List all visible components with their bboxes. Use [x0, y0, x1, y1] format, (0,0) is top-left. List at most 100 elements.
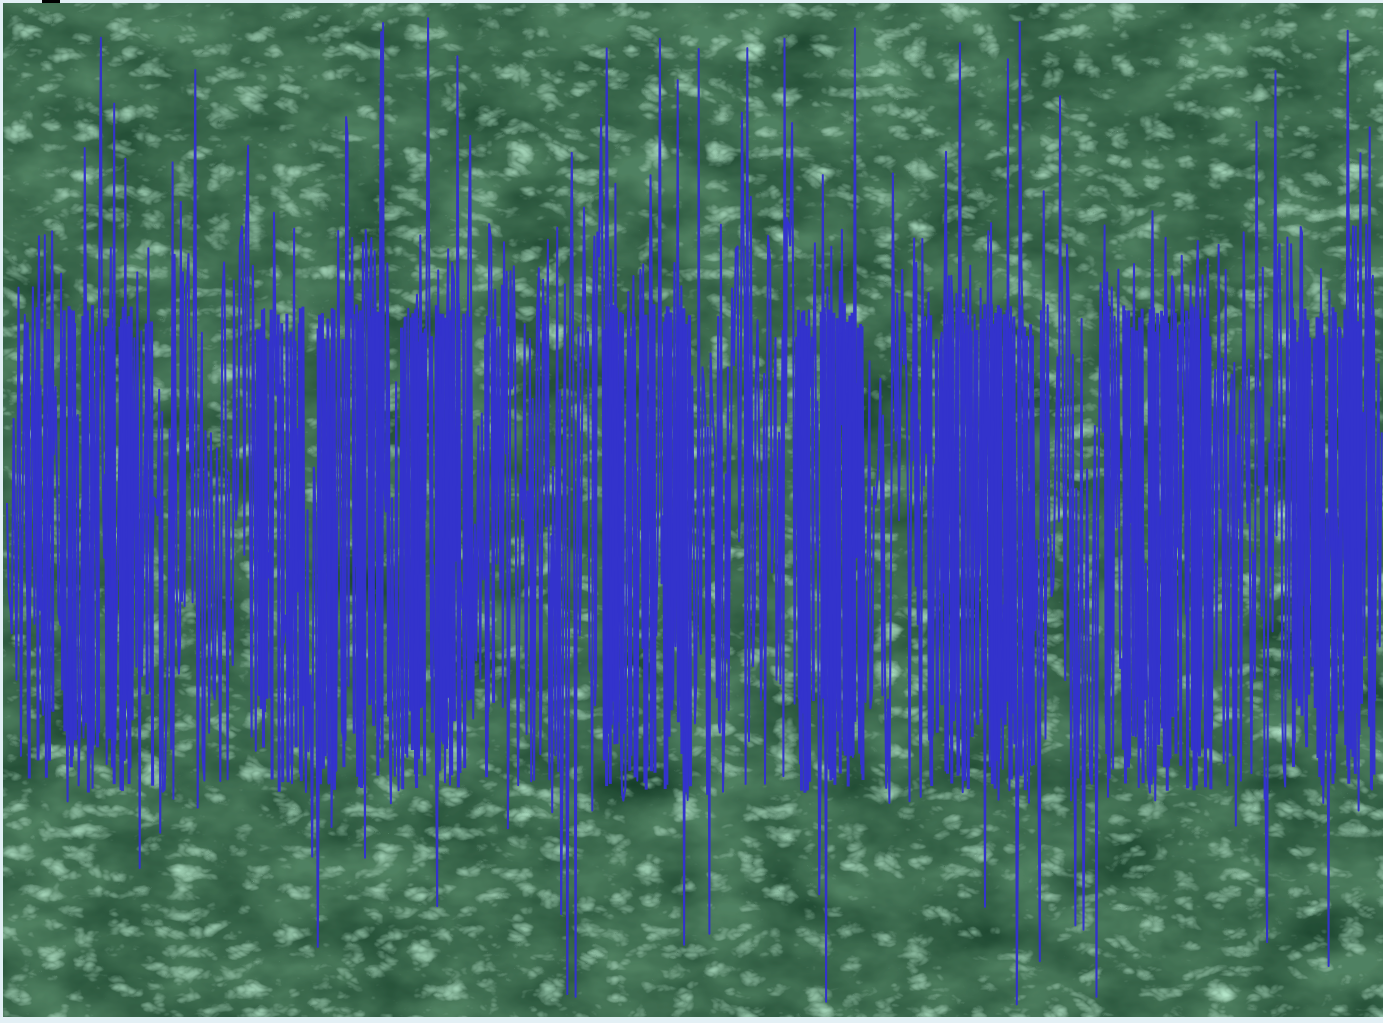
waveform-dense-segment	[601, 329, 606, 761]
waveform-dense-segment	[613, 308, 618, 742]
waveform-dense-segment	[1356, 321, 1361, 736]
waveform-dense-segment	[1304, 325, 1309, 748]
waveform-dense-segment	[326, 342, 331, 713]
waveform-dense-segment	[929, 315, 934, 787]
waveform-dense-segment	[127, 316, 132, 769]
waveform-dense-segment	[1359, 324, 1364, 704]
waveform-dense-segment	[360, 317, 365, 710]
waveform-dense-segment	[621, 313, 625, 734]
waveform-dense-segment	[301, 306, 306, 706]
waveform-dense-segment	[1164, 309, 1169, 791]
waveform-dense-segment	[351, 314, 356, 734]
waveform-dense-segment	[104, 326, 109, 740]
waveform-dense-segment	[934, 338, 939, 733]
waveform-dense-segment	[835, 318, 840, 732]
waveform-dense-segment	[1350, 323, 1355, 757]
waveform-dense-segment	[605, 319, 610, 734]
waveform-dense-segment	[1002, 314, 1007, 725]
waveform-dense-segment	[1203, 317, 1207, 788]
waveform-dense-segment	[322, 338, 327, 757]
waveform-dense-segment	[1104, 315, 1109, 755]
waveform-dense-segment	[856, 327, 861, 711]
waveform-dense-segment	[962, 333, 967, 781]
waveform-dense-segment	[269, 309, 274, 780]
waveform-dense-segment	[120, 319, 124, 791]
waveform-dense-segment	[1293, 319, 1298, 699]
waveform-dense-segment	[118, 326, 123, 791]
waveform-dense-segment	[1353, 311, 1358, 714]
waveform-dense-segment	[852, 323, 857, 722]
waveform-dense-segment	[371, 307, 376, 726]
waveform-dense-segment	[837, 333, 842, 774]
waveform-dense-segment	[50, 311, 55, 712]
waveform-dense-segment	[341, 339, 346, 768]
waveform-dense-segment	[111, 340, 116, 785]
waveform-dense-segment	[927, 323, 932, 741]
waveform-dense-segment	[1173, 340, 1178, 754]
waveform-dense-segment	[800, 312, 805, 714]
waveform-dense-segment	[1190, 303, 1194, 751]
waveform-dense-segment	[368, 316, 373, 700]
waveform-dense-segment	[485, 342, 490, 712]
waveform-dense-segment	[1320, 313, 1325, 706]
waveform-dense-segment	[466, 311, 471, 701]
waveform-dense-segment	[285, 337, 290, 783]
waveform-dense-segment	[939, 338, 944, 706]
waveform-dense-segment	[845, 321, 850, 787]
waveform-dense-segment	[1193, 341, 1198, 786]
waveform-dense-segment	[96, 331, 101, 733]
waveform-dense-segment	[828, 342, 833, 781]
waveform-dense-segment	[441, 313, 446, 745]
waveform-trace-group	[6, 17, 1383, 1006]
waveform-dense-segment	[468, 316, 473, 700]
waveform-dense-segment	[842, 329, 847, 756]
waveform-dense-segment	[449, 310, 454, 776]
corner-mark	[42, 0, 60, 5]
waveform-dense-segment	[1371, 308, 1376, 775]
waveform-dense-segment	[1191, 306, 1196, 791]
waveform-dense-segment	[400, 327, 404, 726]
waveform-dense-segment	[84, 313, 89, 723]
waveform-dense-segment	[1156, 335, 1161, 732]
waveform-dense-segment	[989, 304, 994, 785]
waveform-dense-segment	[981, 318, 986, 714]
waveform-dense-segment	[47, 328, 51, 761]
waveform-dense-segment	[611, 304, 616, 702]
waveform-dense-segment	[1130, 327, 1135, 737]
waveform-dense-segment	[969, 330, 974, 737]
waveform-dense-segment	[819, 311, 824, 699]
waveform-dense-segment	[615, 307, 620, 723]
waveform-dense-segment	[679, 313, 684, 708]
waveform-dense-segment	[357, 320, 362, 787]
waveform-dense-segment	[830, 314, 835, 779]
waveform-dense-segment	[627, 310, 632, 771]
waveform-dense-segment	[669, 312, 674, 711]
waveform-dense-segment	[418, 317, 423, 708]
waveform-dense-segment	[994, 321, 999, 704]
waveform-dense-segment	[826, 314, 831, 770]
waveform-dense-segment	[1147, 323, 1152, 738]
waveform-dense-segment	[675, 322, 680, 723]
waveform-dense-segment	[1008, 327, 1013, 780]
waveform-dense-segment	[1005, 309, 1010, 702]
waveform-dense-segment	[1196, 309, 1200, 753]
waveform-dense-segment	[945, 323, 949, 774]
waveform-dense-segment	[618, 319, 623, 726]
waveform-dense-segment	[1025, 335, 1030, 702]
waveform-dense-segment	[1291, 337, 1296, 743]
waveform-dense-segment	[1161, 315, 1166, 768]
waveform-dense-segment	[438, 335, 443, 718]
waveform-dense-segment	[43, 329, 48, 699]
waveform-dense-segment	[608, 336, 613, 724]
waveform-dense-segment	[1185, 319, 1190, 711]
waveform-dense-segment	[1022, 326, 1027, 791]
waveform-dense-segment	[662, 321, 667, 790]
waveform-dense-segment	[150, 321, 155, 786]
waveform-dense-segment	[434, 337, 439, 766]
display-canvas[interactable]	[3, 3, 1383, 1017]
waveform-dense-segment	[649, 329, 653, 772]
waveform-dense-segment	[1315, 317, 1320, 759]
waveform-dense-segment	[1346, 326, 1351, 784]
waveform-dense-segment	[1205, 305, 1210, 749]
waveform-dense-segment	[992, 323, 997, 789]
